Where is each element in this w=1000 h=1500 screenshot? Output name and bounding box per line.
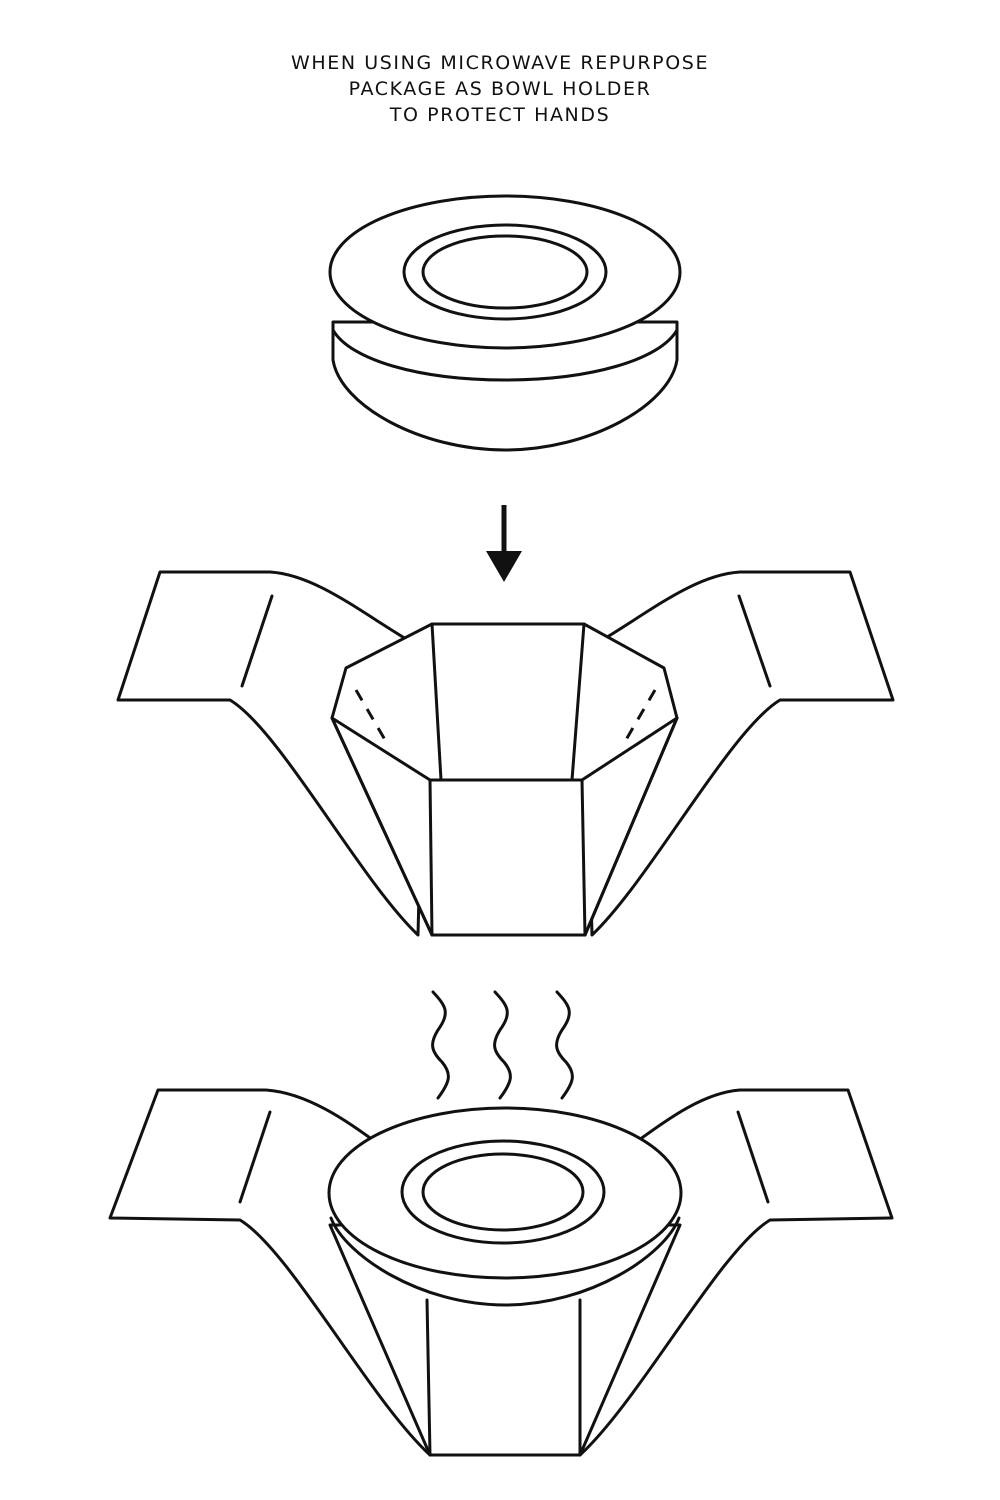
- bowl-rim-step3: [329, 1216, 681, 1307]
- steam-wave-1: [431, 990, 450, 1100]
- instruction-caption: WHEN USING MICROWAVE REPURPOSE PACKAGE A…: [0, 50, 1000, 128]
- caption-line-3: TO PROTECT HANDS: [389, 104, 611, 126]
- bowl-body: [331, 320, 679, 452]
- holder-left-side-fold: [330, 716, 434, 937]
- caption-line-2: PACKAGE AS BOWL HOLDER: [348, 78, 652, 100]
- holder-left-fold-step3: [425, 1298, 432, 1457]
- lid-inner-ring: [421, 234, 589, 310]
- holder-sleeve-step3: [328, 1223, 682, 1457]
- left-handle: [116, 570, 427, 937]
- holder-inner-rim: [330, 716, 679, 782]
- right-handle-crease-step3: [736, 1110, 770, 1204]
- right-handle-crease: [737, 594, 772, 688]
- down-arrow-icon: [486, 505, 522, 582]
- right-handle: [583, 570, 895, 937]
- left-handle-crease: [240, 594, 274, 688]
- caption-line-1: WHEN USING MICROWAVE REPURPOSE: [290, 52, 710, 74]
- empty-bowl-holder: [116, 570, 895, 937]
- left-handle-crease-step3: [238, 1110, 272, 1204]
- steam-wave-3: [555, 990, 574, 1100]
- lidded-bowl: [328, 194, 682, 452]
- right-dashed-fold: [621, 689, 657, 746]
- holder-back-left-fold: [430, 622, 443, 782]
- steam-icon: [431, 990, 574, 1100]
- bowl-in-holder: [108, 1088, 894, 1457]
- steam-wave-2: [493, 990, 512, 1100]
- bowl-rim-line: [331, 328, 679, 382]
- holder-right-side-fold: [583, 716, 679, 937]
- lid-inner-ring-step3: [421, 1152, 585, 1232]
- left-dashed-fold: [354, 689, 390, 746]
- holder-back-right-fold: [570, 622, 586, 782]
